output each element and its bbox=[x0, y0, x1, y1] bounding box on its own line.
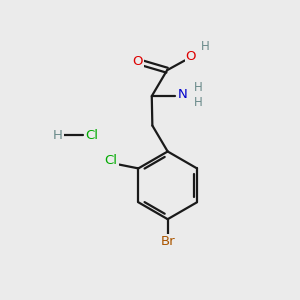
Text: O: O bbox=[132, 55, 143, 68]
Text: H: H bbox=[201, 40, 210, 53]
Text: Cl: Cl bbox=[85, 129, 98, 142]
Text: N: N bbox=[178, 88, 188, 101]
Text: H: H bbox=[194, 96, 203, 109]
Text: H: H bbox=[53, 129, 63, 142]
Text: H: H bbox=[194, 81, 203, 94]
Text: O: O bbox=[186, 50, 196, 63]
Text: Cl: Cl bbox=[104, 154, 118, 167]
Text: Br: Br bbox=[160, 236, 175, 248]
